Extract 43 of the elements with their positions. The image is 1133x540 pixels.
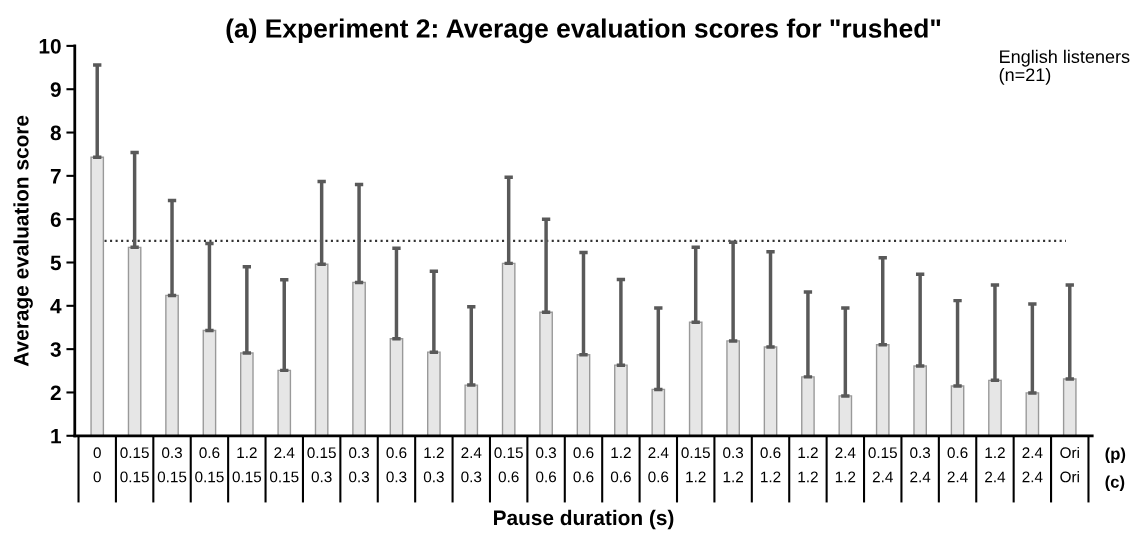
x-tick-label: 2.4 1.2: [835, 447, 856, 483]
chart-title: (a) Experiment 2: Average evaluation scores for "rushed": [226, 18, 941, 44]
y-tick-label: 5: [50, 255, 61, 271]
x-tick-label: 0.3 1.2: [723, 447, 744, 483]
x-tick-label: 1.2 0.3: [423, 447, 444, 483]
y-tick-label: 1: [51, 429, 61, 444]
x-tick-label: 1.2 0.6: [610, 447, 631, 483]
x-tick-label: 2.4 0.15: [269, 447, 299, 483]
y-tick-label: 6: [50, 212, 61, 227]
y-tick-label: 4: [50, 299, 62, 314]
x-tick-label: 0.3 0.15: [157, 447, 187, 483]
x-tick-label: 1.2 2.4: [985, 447, 1006, 483]
x-tick-label: Ori Ori: [1060, 446, 1079, 483]
x-tick-label: 2.4 0.3: [461, 447, 482, 483]
x-tick-label: 2.4 0.6: [648, 447, 669, 483]
y-tick-label: 9: [50, 82, 61, 97]
x-tick-label: 0.3 0.3: [349, 447, 370, 483]
y-tick-label: 2: [50, 385, 61, 401]
y-tick-label: 10: [39, 38, 61, 54]
x-tick-label: 1.2 1.2: [798, 447, 818, 483]
x-tick-label: 0.6 0.15: [195, 447, 224, 483]
y-tick-label: 8: [50, 125, 61, 141]
x-tick-label: 0.3 0.6: [536, 447, 557, 483]
x-tick-label: 0.6 0.3: [386, 447, 407, 483]
y-axis-title: Average evaluation score: [13, 115, 33, 367]
x-tick-label: 0.3 2.4: [910, 447, 931, 483]
x-tick-label: 0 0: [93, 447, 101, 483]
x-tick-label: 0.15 1.2: [681, 447, 710, 483]
annotation: English listeners (n=21): [999, 49, 1130, 85]
x-tick-label: 0.6 2.4: [947, 447, 968, 483]
x-tick-label: 0.15 2.4: [868, 447, 897, 483]
x-tick-label: 0.15 0.3: [307, 447, 336, 483]
x-tick-label: 2.4 2.4: [1022, 447, 1043, 483]
y-tick-label: 7: [50, 169, 61, 184]
x-tick-label: 0.15 0.15: [120, 447, 149, 483]
y-tick-label: 3: [50, 342, 61, 357]
x-axis-title: Pause duration (s): [494, 509, 674, 530]
x-tick-label: 0.6 1.2: [760, 447, 781, 483]
x-tick-label: 0.15 0.6: [494, 447, 523, 483]
x-tick-label: 0.6 0.6: [573, 447, 594, 483]
text: (c): [1105, 475, 1125, 492]
text: (p): [1105, 447, 1126, 463]
x-tick-label: 1.2 0.15: [232, 447, 262, 483]
